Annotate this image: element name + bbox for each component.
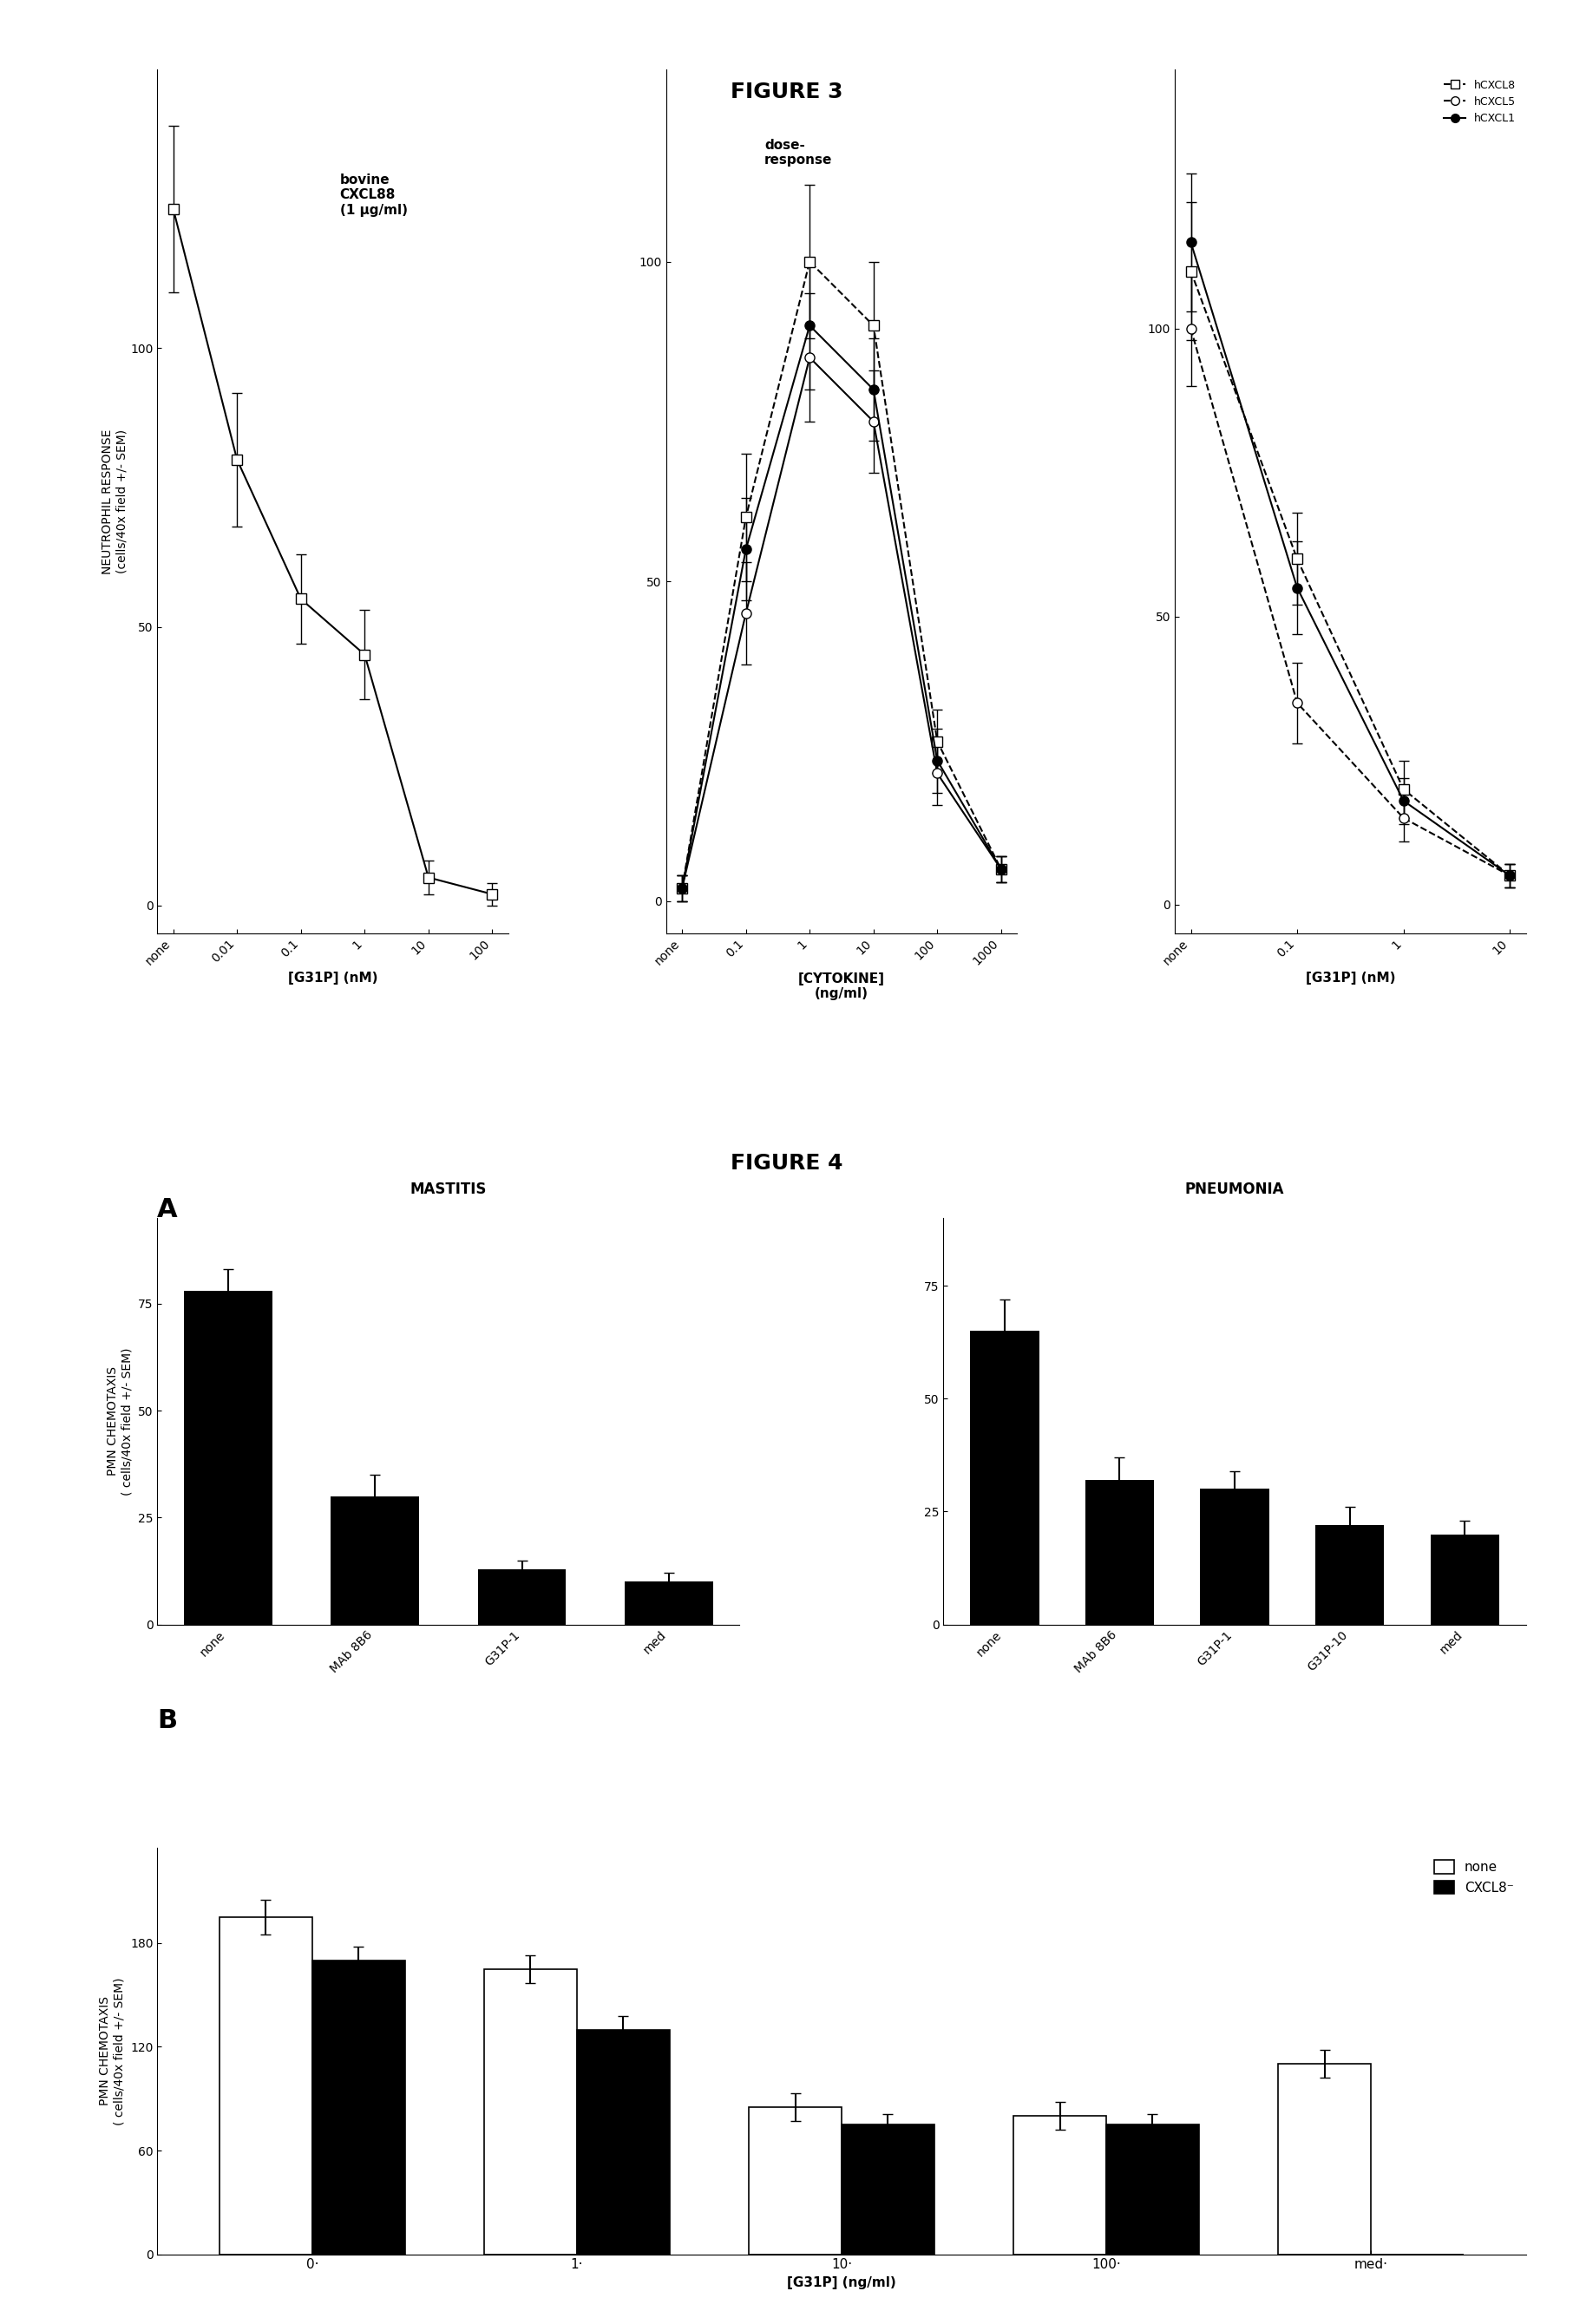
Y-axis label: NEUTROPHIL RESPONSE
(cells/40x field +/- SEM): NEUTROPHIL RESPONSE (cells/40x field +/-… bbox=[102, 430, 127, 574]
Bar bbox=[484, 1968, 577, 2254]
Text: FIGURE 4: FIGURE 4 bbox=[730, 1153, 843, 1174]
Bar bbox=[971, 1332, 1040, 1624]
Legend: hCXCL8, hCXCL5, hCXCL1: hCXCL8, hCXCL5, hCXCL1 bbox=[1439, 74, 1521, 128]
Text: PNEUMONIA: PNEUMONIA bbox=[1184, 1181, 1284, 1197]
Bar bbox=[220, 1917, 311, 2254]
Bar bbox=[478, 1569, 566, 1624]
Bar bbox=[330, 1497, 418, 1624]
Bar bbox=[749, 2108, 842, 2254]
Text: A: A bbox=[157, 1197, 178, 1222]
Bar bbox=[1013, 2115, 1106, 2254]
Text: dose-
response: dose- response bbox=[764, 139, 832, 167]
Bar bbox=[624, 1583, 713, 1624]
Bar bbox=[184, 1290, 272, 1624]
X-axis label: [G31P] (nM): [G31P] (nM) bbox=[1306, 971, 1395, 985]
X-axis label: [G31P] (ng/ml): [G31P] (ng/ml) bbox=[786, 2275, 897, 2289]
Bar bbox=[1315, 1525, 1384, 1624]
Bar bbox=[1430, 1534, 1499, 1624]
Bar bbox=[311, 1961, 404, 2254]
Bar bbox=[842, 2124, 934, 2254]
X-axis label: [G31P] (nM): [G31P] (nM) bbox=[288, 971, 378, 985]
Bar bbox=[1279, 2064, 1372, 2254]
Bar bbox=[1200, 1490, 1269, 1624]
Bar bbox=[1085, 1480, 1155, 1624]
Text: FIGURE 3: FIGURE 3 bbox=[730, 81, 843, 102]
Bar bbox=[577, 2029, 670, 2254]
Text: B: B bbox=[157, 1708, 178, 1734]
Legend: none, CXCL8⁻: none, CXCL8⁻ bbox=[1428, 1855, 1520, 1899]
Text: MASTITIS: MASTITIS bbox=[411, 1181, 486, 1197]
Bar bbox=[1106, 2124, 1199, 2254]
Y-axis label: PMN CHEMOTAXIS
( cells/40x field +/- SEM): PMN CHEMOTAXIS ( cells/40x field +/- SEM… bbox=[107, 1348, 134, 1494]
Y-axis label: PMN CHEMOTAXIS
( cells/40x field +/- SEM): PMN CHEMOTAXIS ( cells/40x field +/- SEM… bbox=[99, 1978, 126, 2124]
Text: bovine
CXCL88
(1 μg/ml): bovine CXCL88 (1 μg/ml) bbox=[340, 174, 407, 216]
X-axis label: [CYTOKINE]
(ng/ml): [CYTOKINE] (ng/ml) bbox=[798, 971, 886, 999]
